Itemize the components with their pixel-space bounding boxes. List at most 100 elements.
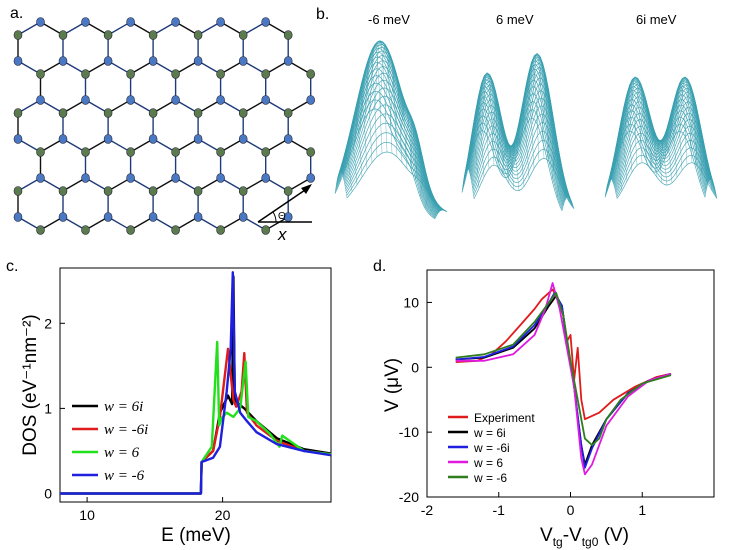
- lattice-site: [148, 30, 158, 40]
- series-line-0: [455, 288, 672, 421]
- lattice-site: [216, 225, 225, 235]
- surface-mesh-line: [531, 53, 545, 159]
- lattice-site: [81, 147, 90, 157]
- y-tick-label: 2: [44, 315, 52, 331]
- y-tick-label: 0: [44, 485, 52, 501]
- surface-mesh-line: [604, 178, 618, 199]
- lattice-site: [261, 95, 271, 105]
- lattice-site: [103, 212, 113, 222]
- lattice-site: [193, 134, 203, 144]
- x-tick-label: -2: [421, 502, 434, 518]
- lattice-site: [81, 95, 90, 105]
- lattice-site: [13, 108, 23, 118]
- panel-c-label: c.: [6, 258, 19, 275]
- legend-entry: w = -6: [104, 468, 145, 484]
- lattice-site: [193, 212, 203, 222]
- surface-mesh-line: [516, 109, 530, 179]
- legend-entry: w = 6i: [104, 399, 143, 415]
- axis-x-label: x: [277, 225, 287, 244]
- surface-mesh-line: [424, 194, 438, 209]
- lattice-site: [283, 56, 293, 66]
- lattice-site: [238, 186, 248, 196]
- surface-mesh-line: [384, 54, 398, 157]
- y-tick-label: 0: [411, 359, 419, 375]
- lattice-site: [126, 173, 135, 183]
- x-tick-label: 0: [567, 502, 575, 518]
- y-tick-label: -20: [399, 489, 419, 505]
- lattice-site: [306, 69, 316, 79]
- lattice-site: [81, 69, 90, 79]
- lattice-site: [148, 134, 158, 144]
- lattice-site: [171, 225, 180, 235]
- surface-mesh-line: [684, 84, 698, 166]
- lattice-site: [148, 186, 158, 196]
- surface-mesh-line: [679, 76, 693, 163]
- panel-d-label: d.: [373, 258, 387, 275]
- y-axis-label: DOS (eV⁻¹nm⁻²): [20, 314, 41, 455]
- legend: w = 6i w = -6i w = 6 w = -6: [72, 399, 148, 484]
- surface-mesh-line: [359, 70, 373, 163]
- lattice-site: [283, 30, 293, 40]
- x-axis-label: Vtg-Vtg0 (V): [540, 525, 629, 549]
- surface-mesh-line: [694, 129, 708, 182]
- legend-entry: w = -6: [473, 471, 507, 485]
- surface-title-6i: 6i meV: [636, 12, 677, 27]
- surface-mesh-line: [471, 106, 485, 178]
- lattice-site: [126, 147, 135, 157]
- lattice-site: [13, 56, 23, 66]
- panel-b-surfaces: [334, 40, 718, 220]
- lattice-site: [171, 17, 180, 27]
- arrowhead-icon: [301, 184, 312, 194]
- lattice-site: [148, 56, 158, 66]
- surface-mesh-line: [536, 61, 550, 162]
- legend-entry: w = 6: [104, 445, 140, 461]
- surface-mesh-line: [374, 40, 388, 153]
- lattice-site: [126, 17, 135, 27]
- surface-mesh-line: [659, 134, 673, 183]
- surface-mesh-line: [389, 70, 403, 163]
- lattice-site: [103, 186, 113, 196]
- lattice-site: [261, 69, 271, 79]
- panel-a-lattice: [13, 17, 316, 235]
- surface-mesh-line: [704, 178, 718, 199]
- series-line-4: [455, 291, 672, 446]
- surface-mesh-line: [649, 134, 663, 183]
- y-tick-label: 1: [44, 400, 52, 416]
- lattice-site: [58, 186, 68, 196]
- surface-mesh-line: [689, 103, 703, 173]
- x-tick-label: 1: [638, 502, 646, 518]
- lattice-site: [216, 95, 225, 105]
- legend-entry: w = 6i: [473, 426, 506, 440]
- surface-mesh-line: [404, 114, 418, 179]
- surface-mesh-line: [674, 82, 688, 165]
- lattice-site: [193, 108, 203, 118]
- plot-frame: [59, 267, 332, 503]
- x-axis-label-main: V: [540, 525, 553, 546]
- panel-b-label: b.: [316, 6, 330, 23]
- surface-mesh-line: [609, 156, 623, 191]
- axis-rotated-arrow: [257, 187, 309, 223]
- lattice-site: [261, 17, 271, 27]
- lattice-site: [193, 30, 203, 40]
- surface-mesh-line: [486, 79, 500, 168]
- x-axis-label-sub1: tg: [553, 535, 563, 549]
- surface-mesh-line: [481, 72, 495, 166]
- surface-mesh-line: [644, 118, 658, 178]
- lattice-site: [103, 56, 113, 66]
- panel-a-label: a.: [10, 5, 24, 22]
- lattice-site: [171, 95, 180, 105]
- lattice-site: [148, 108, 158, 118]
- lattice-site: [36, 17, 45, 27]
- lattice-site: [238, 30, 248, 40]
- surface-mesh-line: [634, 82, 648, 165]
- surface-mesh-line: [461, 168, 475, 199]
- lattice-site: [58, 30, 68, 40]
- surface-mesh-line: [364, 54, 378, 157]
- lattice-site: [216, 173, 225, 183]
- lattice-site: [171, 69, 180, 79]
- lattice-site: [171, 173, 180, 183]
- lattice-site: [36, 69, 45, 79]
- lattice-site: [283, 134, 293, 144]
